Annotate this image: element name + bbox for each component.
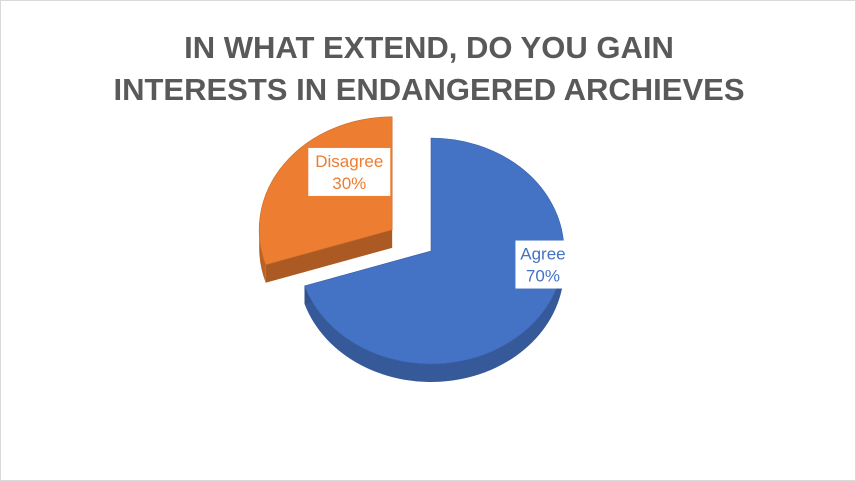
pie-slice-side <box>259 229 266 283</box>
data-label-value: 30% <box>332 174 366 193</box>
data-label-disagree: Disagree 30% <box>308 147 391 196</box>
pie-slice-side <box>304 251 564 382</box>
chart-title-line-1: IN WHAT EXTEND, DO YOU GAIN <box>184 30 674 65</box>
chart-title-line-2: INTERESTS IN ENDANGERED ARCHIEVES <box>113 72 745 107</box>
pie-slice-top <box>304 137 565 365</box>
data-label-category: Agree <box>520 245 565 264</box>
pie-slice-cut-face <box>265 229 393 283</box>
data-label-agree: Agree 70% <box>515 240 571 289</box>
chart-title: IN WHAT EXTEND, DO YOU GAIN INTERESTS IN… <box>1 27 855 111</box>
data-label-box <box>515 240 571 289</box>
data-label-box <box>308 147 391 196</box>
pie-slice-disagree <box>258 116 393 283</box>
data-label-value: 70% <box>526 267 560 286</box>
pie-slice-agree <box>304 137 565 382</box>
data-label-category: Disagree <box>315 152 383 171</box>
